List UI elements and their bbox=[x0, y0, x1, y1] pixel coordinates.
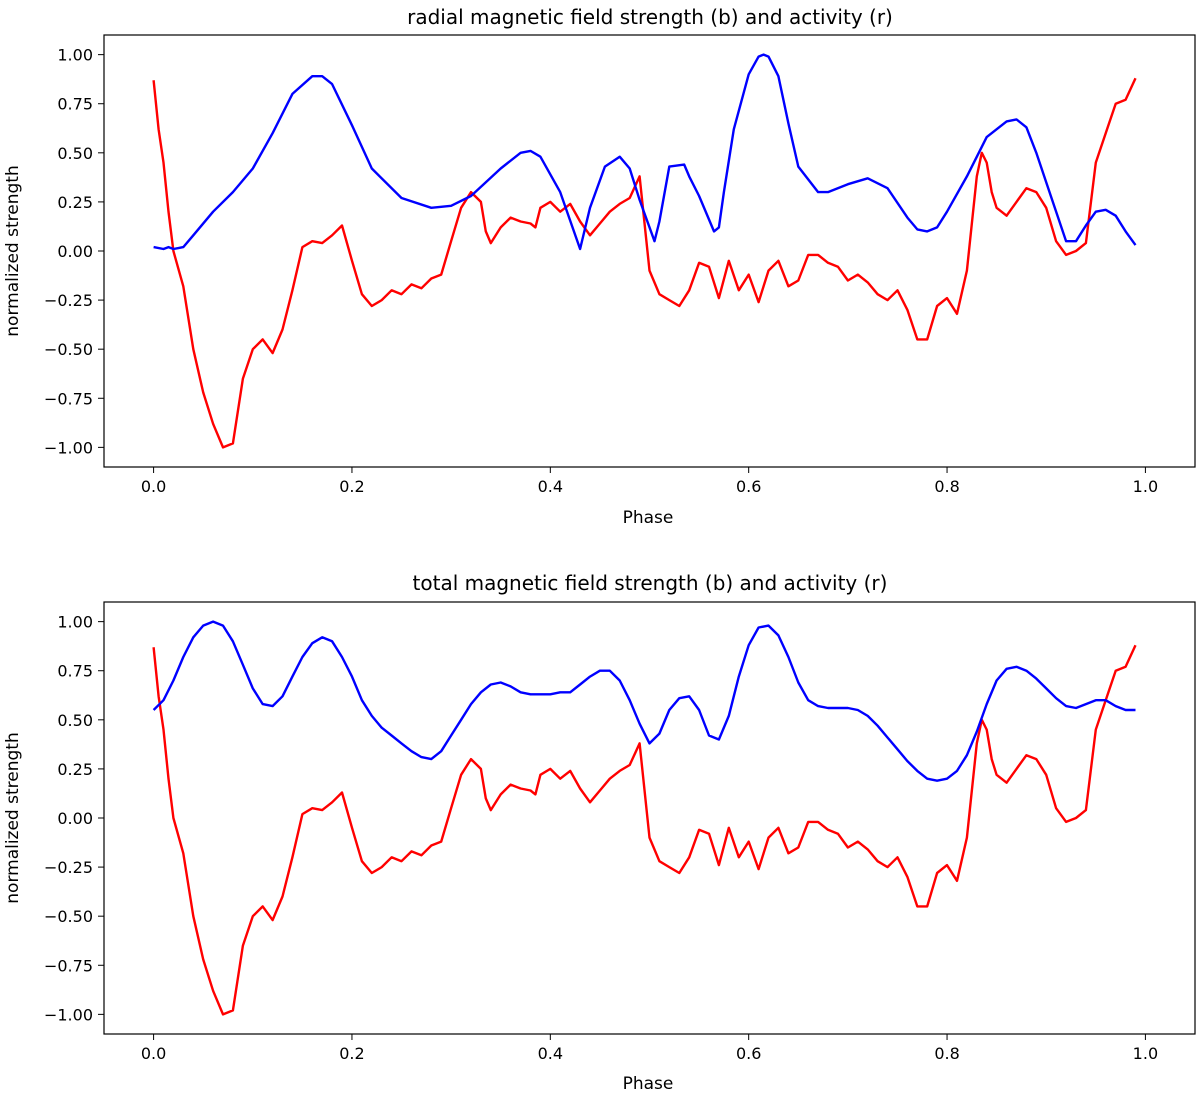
ticks: 0.0 0.2 0.4 0.6 0.8 1.0 1.00 0.75 0.50 0.25 0.00 −0… bbox=[44, 613, 1158, 1063]
y-tick-label: 0.00 bbox=[57, 242, 93, 261]
y-tick-label: −0.50 bbox=[44, 340, 93, 359]
x-tick-label: 0.4 bbox=[538, 1044, 563, 1063]
x-tick-label: 0.0 bbox=[141, 477, 166, 496]
y-tick-label: −0.50 bbox=[44, 907, 93, 926]
axes-frame bbox=[103, 601, 1196, 1035]
x-axis-label: Phase bbox=[623, 1074, 674, 1094]
y-tick-label: −1.00 bbox=[44, 1005, 93, 1024]
y-tick-label: −0.25 bbox=[44, 291, 93, 310]
series-line-magnetic bbox=[153, 53, 1137, 251]
chart-title: radial magnetic field strength (b) and a… bbox=[407, 5, 893, 29]
x-tick-label: 0.8 bbox=[934, 1044, 959, 1063]
y-tick-label: −1.00 bbox=[44, 438, 93, 457]
y-axis-label: normalized strength bbox=[3, 165, 23, 336]
y-axis-label: normalized strength bbox=[3, 732, 23, 903]
x-tick-label: 1.0 bbox=[1133, 1044, 1158, 1063]
axes-frame bbox=[103, 34, 1196, 468]
y-tick-label: 1.00 bbox=[57, 613, 93, 632]
y-tick-label: −0.75 bbox=[44, 956, 93, 975]
y-tick-label: 0.50 bbox=[57, 144, 93, 163]
y-tick-label: 0.75 bbox=[57, 662, 93, 681]
y-tick-label: −0.75 bbox=[44, 389, 93, 408]
chart-radial: radial magnetic field strength (b) and a… bbox=[3, 5, 1196, 528]
x-tick-label: 1.0 bbox=[1133, 477, 1158, 496]
x-tick-label: 0.0 bbox=[141, 1044, 166, 1063]
x-tick-label: 0.6 bbox=[736, 477, 761, 496]
x-tick-label: 0.4 bbox=[538, 477, 563, 496]
series-layer bbox=[152, 53, 1137, 449]
y-tick-label: 0.50 bbox=[57, 711, 93, 730]
series-line-activity bbox=[152, 644, 1137, 1016]
x-tick-label: 0.6 bbox=[736, 1044, 761, 1063]
y-tick-label: 1.00 bbox=[57, 46, 93, 65]
series-layer bbox=[152, 620, 1137, 1016]
y-tick-label: 0.25 bbox=[57, 760, 93, 779]
x-tick-label: 0.8 bbox=[934, 477, 959, 496]
chart-title: total magnetic field strength (b) and ac… bbox=[413, 571, 888, 595]
x-tick-label: 0.2 bbox=[339, 477, 364, 496]
x-tick-label: 0.2 bbox=[339, 1044, 364, 1063]
ticks: 0.0 0.2 0.4 0.6 0.8 1.0 1.00 0.75 0.50 0.25 0.00 −0… bbox=[44, 46, 1158, 496]
series-line-magnetic bbox=[152, 620, 1136, 782]
y-tick-label: 0.25 bbox=[57, 193, 93, 212]
x-axis-label: Phase bbox=[623, 508, 674, 528]
chart-total: total magnetic field strength (b) and ac… bbox=[3, 571, 1196, 1094]
y-tick-label: −0.25 bbox=[44, 858, 93, 877]
y-tick-label: 0.75 bbox=[57, 95, 93, 114]
y-tick-label: 0.00 bbox=[57, 809, 93, 828]
